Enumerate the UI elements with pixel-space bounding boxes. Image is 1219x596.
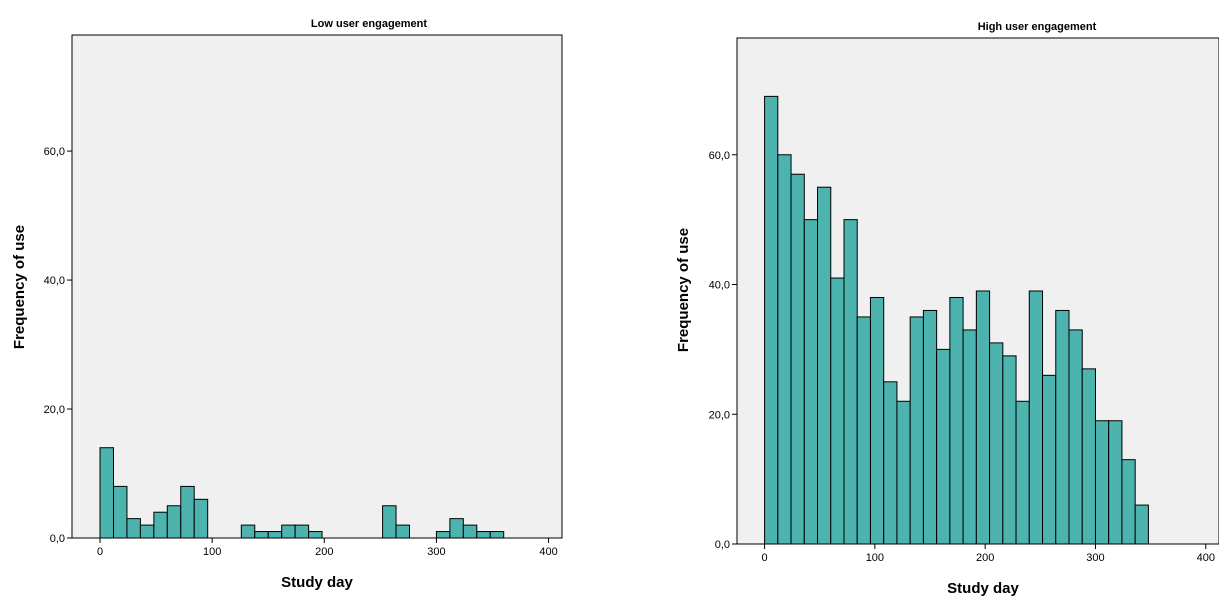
x-tick-label: 200 <box>976 552 994 564</box>
histogram-bar <box>817 186 832 545</box>
x-tick-label: 100 <box>203 546 221 558</box>
histogram-bar <box>267 531 283 539</box>
histogram-bar <box>1042 374 1057 545</box>
x-tick-label: 300 <box>1086 552 1104 564</box>
histogram-bar <box>843 219 858 545</box>
histogram-bar <box>1094 420 1110 545</box>
x-tick-label: 0 <box>762 552 768 564</box>
histogram-bar <box>126 518 141 539</box>
histogram-bar <box>869 296 885 545</box>
histogram-bar <box>764 95 779 545</box>
y-tick-label: 40,0 <box>709 280 730 292</box>
chart-title: Low user engagement <box>311 18 427 30</box>
histogram-bar <box>975 290 991 545</box>
y-tick-label: 60,0 <box>44 146 65 158</box>
x-tick-label: 400 <box>539 546 557 558</box>
x-tick-label: 100 <box>866 552 884 564</box>
histogram-bar <box>153 511 168 539</box>
histogram-bar <box>281 524 296 539</box>
histogram-bar <box>1055 309 1070 545</box>
x-tick-label: 200 <box>315 546 333 558</box>
plot-area <box>71 34 563 539</box>
histogram-bar <box>830 277 845 545</box>
histogram-bar <box>856 316 871 545</box>
histogram-bar <box>180 485 195 539</box>
histogram-bar <box>896 400 911 545</box>
histogram-bar <box>308 531 323 539</box>
histogram-bar <box>1134 504 1149 545</box>
histogram-bar <box>922 309 938 545</box>
histogram-bar <box>489 531 505 539</box>
y-axis-label: Frequency of use <box>675 228 692 352</box>
histogram-bar <box>254 531 269 539</box>
histogram-bar <box>1081 368 1096 545</box>
histogram-bar <box>294 524 310 539</box>
histogram-bar <box>449 518 464 539</box>
x-axis-label: Study day <box>281 574 353 591</box>
histogram-bar <box>790 173 805 545</box>
histogram-bar <box>1068 329 1083 545</box>
bars <box>99 447 505 539</box>
histogram-bar <box>1015 400 1030 545</box>
histogram-bar <box>803 219 819 545</box>
y-tick-label: 60,0 <box>709 150 730 162</box>
histogram-bar <box>909 316 924 545</box>
chart-title: High user engagement <box>978 21 1097 33</box>
x-ticks: 0 100 200 300 400 <box>762 544 1215 564</box>
histogram-bar <box>435 531 451 539</box>
x-tick-label: 0 <box>97 546 103 558</box>
y-tick-label: 0,0 <box>50 533 65 545</box>
x-ticks: 0 100 200 300 400 <box>97 538 558 558</box>
histogram-bar <box>99 447 114 539</box>
histogram-bar <box>139 524 155 539</box>
histogram-bar <box>462 524 478 539</box>
y-ticks: 0,0 20,0 40,0 60,0 <box>44 146 72 545</box>
histogram-bar <box>240 524 256 539</box>
y-tick-label: 0,0 <box>715 539 730 551</box>
histogram-bar <box>777 154 792 545</box>
high-engagement-histogram: High user engagement Study day Frequency… <box>675 21 1219 596</box>
x-tick-label: 300 <box>427 546 445 558</box>
histogram-bar <box>883 381 898 545</box>
histogram-bar <box>395 524 411 539</box>
histogram-bar <box>476 531 491 539</box>
low-engagement-histogram: Low user engagement Study day Frequency … <box>11 18 563 591</box>
histogram-bar <box>193 498 209 539</box>
histogram-bar <box>166 505 182 539</box>
histogram-bar <box>382 505 397 539</box>
histogram-bar <box>1028 290 1044 545</box>
histogram-bar <box>962 329 977 545</box>
histogram-bar <box>936 348 951 545</box>
histogram-bar <box>949 296 964 545</box>
histogram-bar <box>1108 420 1123 545</box>
y-tick-label: 20,0 <box>44 404 65 416</box>
y-axis-label: Frequency of use <box>11 225 28 349</box>
y-tick-label: 20,0 <box>709 409 730 421</box>
x-tick-label: 400 <box>1197 552 1215 564</box>
histogram-bar <box>989 342 1004 545</box>
histogram-bar <box>1002 355 1017 545</box>
histogram-bar <box>112 485 128 539</box>
y-tick-label: 40,0 <box>44 275 65 287</box>
x-axis-label: Study day <box>947 580 1019 596</box>
bars <box>764 95 1149 545</box>
y-ticks: 0,0 20,0 40,0 60,0 <box>709 150 737 551</box>
histogram-bar <box>1121 459 1136 545</box>
